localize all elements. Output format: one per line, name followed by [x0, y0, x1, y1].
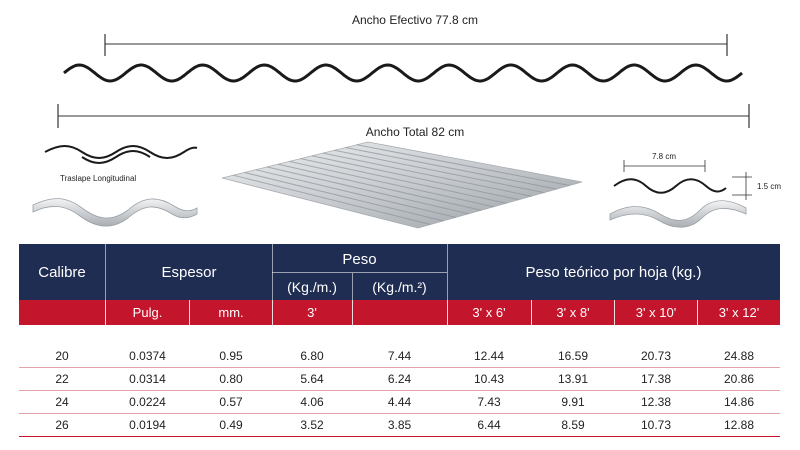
sheet-ridge: [334, 149, 545, 194]
sheet-ridge: [356, 144, 570, 186]
subheader-3x8: 3' x 8': [556, 305, 590, 320]
subheader-3x6: 3' x 6': [472, 305, 506, 320]
sheet-ridge: [266, 166, 469, 215]
table-row: 22 0.0314 0.80 5.64 6.24 10.43 13.91 17.…: [55, 372, 755, 386]
sheet-ridge: [289, 160, 494, 208]
sheet-ridge: [322, 152, 532, 197]
sheet-ridge: [311, 155, 520, 201]
sheet-ridge: [233, 174, 431, 225]
ancho-efectivo-label: Ancho Efectivo 77.8 cm: [352, 13, 478, 27]
header-peso: Peso: [342, 250, 377, 268]
sheet-ridge: [300, 158, 507, 204]
header-kg-m2: (Kg./m.²): [372, 278, 427, 295]
subheader-3x12: 3' x 12': [718, 305, 760, 320]
spec-table: Calibre Espesor Peso (Kg./m.) (Kg./m.²) …: [19, 244, 780, 445]
header-kg-m: (Kg./m.): [287, 278, 337, 295]
sheet-ridge: [278, 163, 482, 211]
traslape-label: Traslape Longitudinal: [60, 174, 136, 183]
profile-dimension-illustration: 7.8 cm 1.5 cm: [609, 152, 781, 228]
sheet-ridge: [255, 169, 456, 218]
corrugated-sheet-diagram: Ancho Efectivo 77.8 cm Ancho Total 82 cm…: [32, 13, 781, 229]
sheet-ridge: [345, 147, 557, 190]
traslape-illustration: Traslape Longitudinal: [32, 145, 198, 227]
sheet-ridge: [244, 172, 444, 222]
table-subheader: Pulg. mm. 3' 3' x 6' 3' x 8' 3' x 10' 3'…: [19, 300, 780, 325]
table-body: 20 0.0374 0.95 6.80 7.44 12.44 16.59 20.…: [19, 325, 780, 445]
subheader-pulg: Pulg.: [132, 305, 163, 320]
table-row: 26 0.0194 0.49 3.52 3.85 6.44 8.59 10.73…: [55, 418, 755, 432]
height-label: 1.5 cm: [757, 182, 781, 191]
pitch-label: 7.8 cm: [652, 152, 676, 161]
subheader-mm: mm.: [218, 305, 244, 320]
sheet-profile-wave: [63, 63, 743, 83]
table-row: 20 0.0374 0.95 6.80 7.44 12.44 16.59 20.…: [55, 349, 755, 363]
table-row: 24 0.0224 0.57 4.06 4.44 7.43 9.91 12.38…: [55, 395, 755, 409]
ancho-total-label: Ancho Total 82 cm: [366, 125, 465, 139]
subheader-3-pies: 3': [307, 305, 317, 320]
table-header: Calibre Espesor Peso (Kg./m.) (Kg./m.²) …: [19, 244, 780, 300]
header-calibre: Calibre: [38, 263, 86, 281]
sheet-3d-illustration: [221, 141, 583, 229]
header-espesor: Espesor: [161, 263, 217, 281]
subheader-3x10: 3' x 10': [635, 305, 677, 320]
header-peso-teorico: Peso teórico por hoja (kg.): [525, 263, 702, 281]
